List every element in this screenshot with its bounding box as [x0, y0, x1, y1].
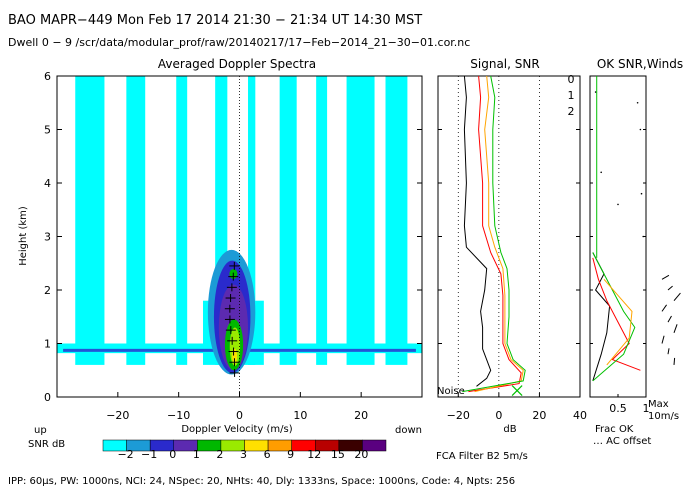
snr-plot: 0 1 2 −20 0 20 40: [437, 73, 587, 422]
colorbar: −2 −1 0 1 2 3 6 9 12 15 20: [102, 439, 387, 461]
ac-point: [600, 171, 602, 174]
x-tick-label: 1: [643, 402, 650, 415]
wind-barbs: [661, 274, 681, 365]
winds-series-1: [592, 257, 641, 371]
x-tick-label: 40: [573, 409, 587, 422]
snr-series-1: [468, 75, 522, 393]
colorbar-tick: 12: [307, 448, 321, 461]
ac-point: [594, 91, 597, 93]
marker: [511, 385, 523, 397]
y-tick-label: 3: [44, 231, 51, 244]
noise-label: Noise: [437, 386, 465, 397]
wind-barb: [661, 274, 670, 280]
frac-ok-label: Frac OK: [595, 424, 634, 435]
noise-streak: [176, 76, 188, 365]
spectra-plot: 0 1 2 3 4 5 6 −20 −10 0 10 20: [44, 70, 423, 422]
y-tick-label: 0: [44, 391, 51, 404]
snr-series-0: [463, 75, 492, 387]
x-tick-label: −20: [447, 409, 470, 422]
colorbar-tick: 1: [193, 448, 200, 461]
colorbar-tick: 6: [264, 448, 271, 461]
y-tick-label: 1: [44, 338, 51, 351]
colorbar-tick: 15: [331, 448, 345, 461]
header-dwell: Dwell 0 − 9 /scr/data/modular_prof/raw/2…: [8, 36, 470, 49]
noise-streak: [346, 76, 375, 365]
x-tick-label: 0.5: [609, 402, 627, 415]
winds-series-3: [603, 278, 633, 366]
noise-streak: [385, 76, 408, 365]
snr-series-3: [462, 75, 526, 393]
y-tick-label: 6: [44, 70, 51, 83]
wind-barb: [667, 315, 672, 323]
x-tick-label: 0: [236, 409, 243, 422]
winds-title: OK SNR,Winds: [597, 57, 683, 71]
y-tick-label: 2: [44, 284, 51, 297]
x-tick-label: 20: [532, 409, 546, 422]
colorbar-tick: 3: [240, 448, 247, 461]
colorbar-tick: −1: [141, 448, 157, 461]
colorbar-tick: 20: [354, 448, 368, 461]
colorbar-tick: 0: [169, 448, 176, 461]
wind-barb: [667, 348, 670, 355]
ac-point: [640, 192, 643, 195]
snr-legend-1: 1: [568, 89, 575, 102]
colorbar-tick: −2: [117, 448, 133, 461]
x-tick-label: 10: [293, 409, 307, 422]
snr-legend-0: 0: [568, 73, 575, 86]
y-tick-label: 5: [44, 124, 51, 137]
filter-label: FCA Filter B2 5m/s: [436, 451, 528, 462]
x-tick-label: −20: [106, 409, 129, 422]
noise-streak: [126, 76, 146, 365]
snr-series-2: [474, 75, 524, 393]
wind-barb: [661, 304, 667, 312]
ac-offset-label: … AC offset: [593, 436, 651, 447]
noise-streak: [248, 76, 256, 365]
spectra-xlabel: Doppler Velocity (m/s): [181, 424, 292, 435]
x-tick-label: 0: [495, 409, 502, 422]
x-tick-label: −10: [167, 409, 190, 422]
footer-params: IPP: 60µs, PW: 1000ns, NCI: 24, NSpec: 2…: [8, 476, 515, 487]
colorbar-title: SNR dB: [28, 439, 65, 450]
x-tick-label: 20: [354, 409, 368, 422]
noise-streak: [316, 76, 328, 365]
noise-streak: [279, 76, 297, 365]
snr-frame: [437, 75, 581, 398]
max-label: Max: [648, 399, 669, 410]
colorbar-tick: 9: [287, 448, 294, 461]
winds-series-2: [592, 252, 636, 382]
header-title: BAO MAPR−449 Mon Feb 17 2014 21:30 − 21:…: [8, 13, 422, 28]
colorbar-up: up: [34, 425, 47, 436]
y-tick-label: 4: [44, 177, 51, 190]
snr-title: Signal, SNR: [470, 57, 539, 71]
wind-barb: [673, 292, 681, 302]
noise-streak: [75, 76, 105, 365]
max-value: 10m/s: [648, 411, 679, 422]
snr-legend-2: 2: [568, 105, 575, 118]
colorbar-tick: 2: [216, 448, 223, 461]
spectra-title: Averaged Doppler Spectra: [158, 57, 316, 71]
ac-point: [639, 128, 642, 131]
wind-barb: [667, 285, 673, 291]
spectra-ylabel: Height (km): [18, 206, 29, 266]
winds-plot: 0.5 1: [589, 75, 650, 415]
wind-barb: [673, 357, 676, 365]
ac-point: [636, 101, 639, 104]
wind-barb: [673, 324, 678, 333]
colorbar-swatch: [362, 439, 387, 452]
ac-point: [617, 203, 619, 206]
wind-barb: [661, 335, 665, 344]
colorbar-down: down: [395, 425, 422, 436]
winds-frame: [589, 75, 647, 398]
snr-xlabel: dB: [503, 424, 516, 435]
